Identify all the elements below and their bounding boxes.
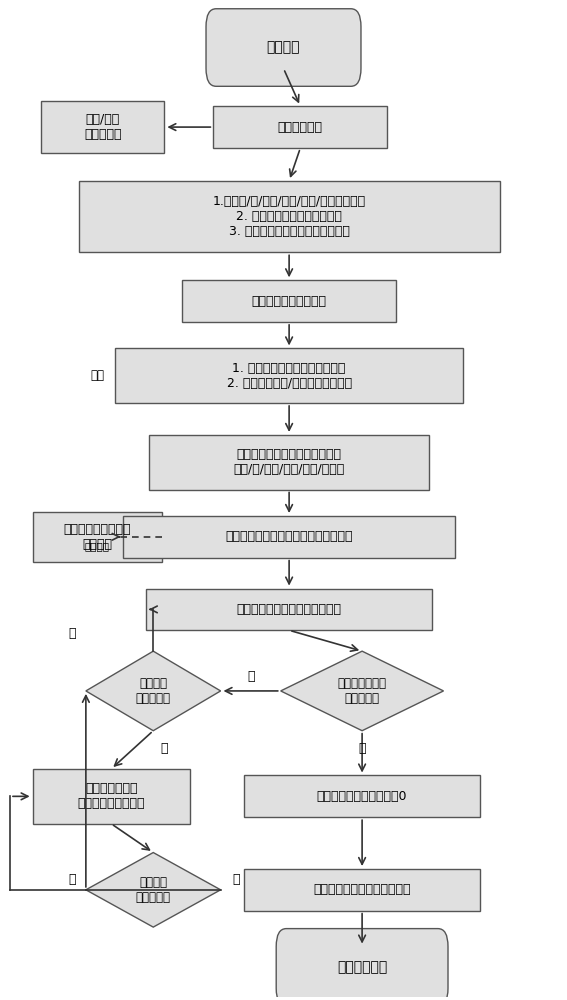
Bar [115,348,463,403]
Text: 从离子止汗装置撤掉工作部位: 从离子止汗装置撤掉工作部位 [314,883,411,896]
Bar [32,512,162,562]
Text: 否: 否 [68,627,75,640]
Text: 是否到达工作时
间预设值？: 是否到达工作时 间预设值？ [337,677,387,705]
Text: 1.设置手/足/腋下/面部/颈部/背部工作模式
2. 设置电流或电压值显示模式
3. 设置脉冲频率、脉冲占空比数值: 1.设置手/足/腋下/面部/颈部/背部工作模式 2. 设置电流或电压值显示模式 … [213,195,366,238]
Bar [124,516,455,558]
FancyBboxPatch shape [206,9,361,86]
Text: 查看/清零
总工作时间: 查看/清零 总工作时间 [84,113,121,141]
Text: 进入脉冲止汗工作模式: 进入脉冲止汗工作模式 [252,295,327,308]
Text: 脉冲输出自动逐级增加或降低至设定值: 脉冲输出自动逐级增加或降低至设定值 [225,530,353,543]
Bar [213,106,387,148]
Text: 否: 否 [247,670,255,683]
Text: 本次工作结束: 本次工作结束 [337,960,387,974]
Text: 开始通电: 开始通电 [266,41,301,55]
Text: 脉冲输出自动逐级降低为0: 脉冲输出自动逐级降低为0 [317,790,407,803]
Bar [244,869,480,911]
Text: 脉冲输出暂停、
工作时间倒计时暂停: 脉冲输出暂停、 工作时间倒计时暂停 [77,782,145,810]
Bar [146,589,432,630]
Text: 否: 否 [68,873,75,886]
Text: 1. 使用预设的电压、电流强度值
2. 再次设置定时/电流或电压输出值: 1. 使用预设的电压、电流强度值 2. 再次设置定时/电流或电压输出值 [227,362,352,390]
Text: 或者: 或者 [90,369,104,382]
Text: 正式进入工作、工作时间倒计时: 正式进入工作、工作时间倒计时 [236,603,341,616]
Bar [244,775,480,817]
Bar [41,101,164,153]
Text: （可选）: （可选） [84,541,109,551]
Text: 恢复添加
工作部位？: 恢复添加 工作部位？ [136,876,171,904]
Polygon shape [86,651,221,731]
Bar [79,181,500,252]
Text: 是: 是 [358,742,366,755]
Polygon shape [281,651,443,731]
Text: 语音指令修改设置值
（可选）: 语音指令修改设置值 （可选） [64,523,131,551]
Bar [32,769,190,824]
FancyBboxPatch shape [276,929,448,1000]
Text: 是: 是 [160,742,168,755]
Text: 进入设置模式: 进入设置模式 [278,121,323,134]
Text: 是: 是 [232,873,240,886]
Bar [149,435,429,490]
Text: 置入或佩戴相应的离子止汗装置
（手/足/腋下/面部/颈部/背部）: 置入或佩戴相应的离子止汗装置 （手/足/腋下/面部/颈部/背部） [234,448,345,476]
Text: 暂时撤掉
工作部位？: 暂时撤掉 工作部位？ [136,677,171,705]
Polygon shape [86,853,221,927]
Bar [183,280,396,322]
